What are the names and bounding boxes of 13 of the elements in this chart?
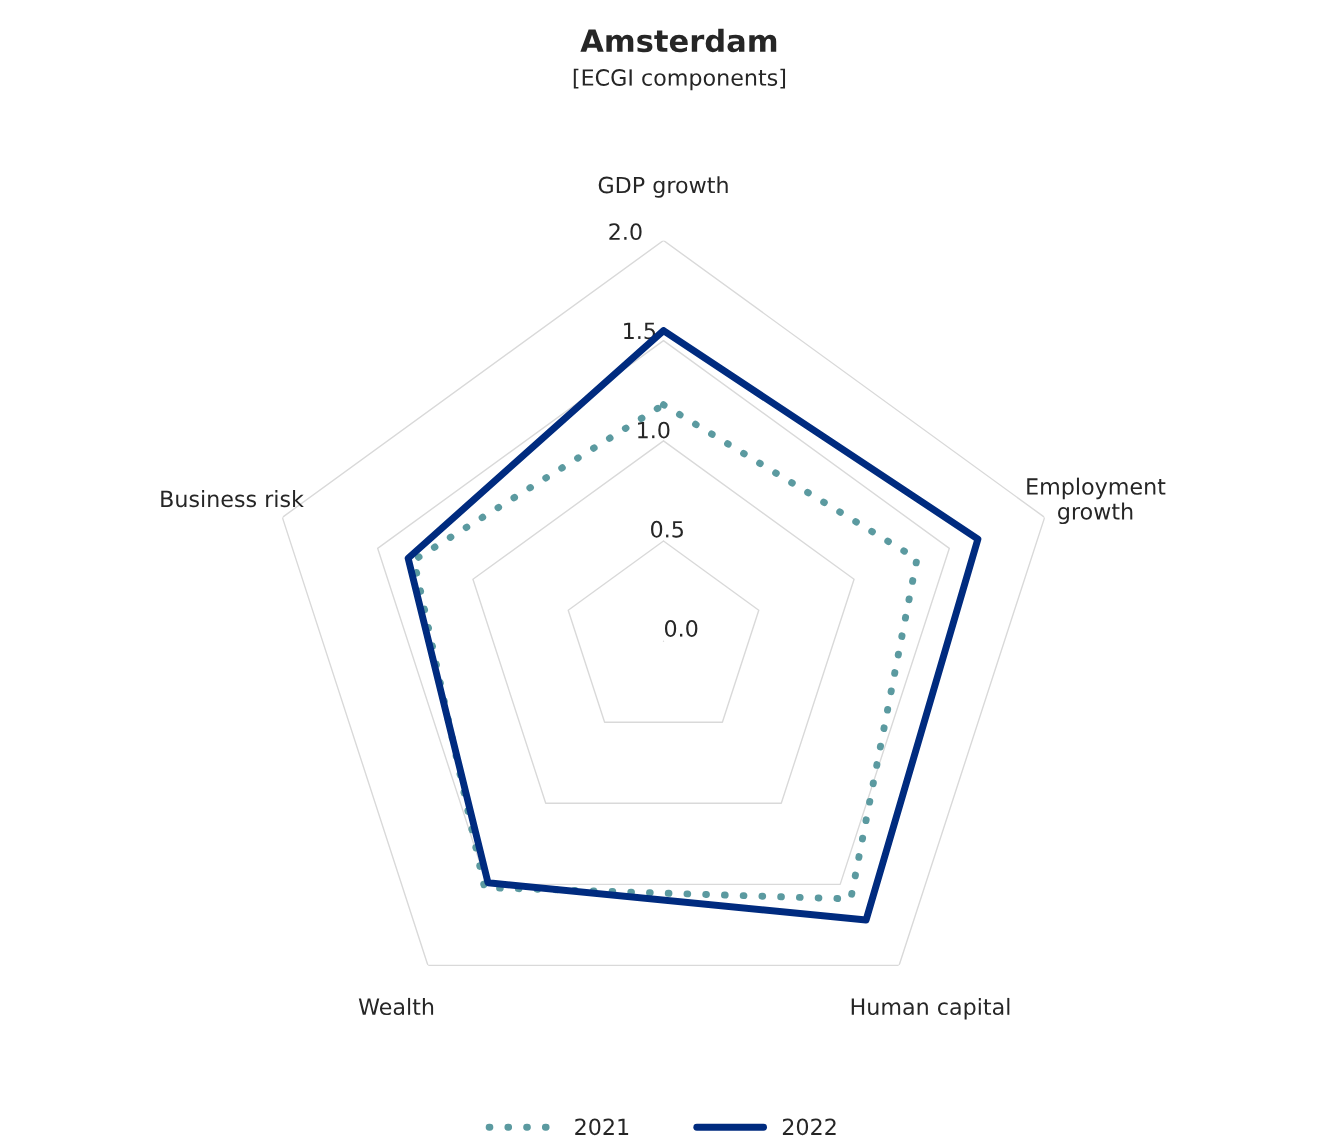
spoke-label: Human capital	[851, 997, 1010, 1020]
y-tick-label: 0.0	[664, 620, 698, 637]
spoke-label: GDP growth	[598, 176, 728, 198]
spoke-label: Business risk	[161, 490, 304, 508]
spoke-label: Employment growth	[1027, 477, 1166, 525]
chart-title: Amsterdam	[580, 28, 777, 53]
spoke-label: Wealth	[358, 997, 434, 1016]
y-tick-label: 2.0	[609, 223, 642, 241]
legend-label: 2021	[575, 1118, 629, 1136]
y-tick-label: 0.5	[651, 520, 683, 538]
y-tick-label: 1.0	[638, 421, 670, 439]
legend-label: 2022	[782, 1118, 836, 1136]
chart-subtitle: [ECGI components]	[573, 68, 786, 91]
